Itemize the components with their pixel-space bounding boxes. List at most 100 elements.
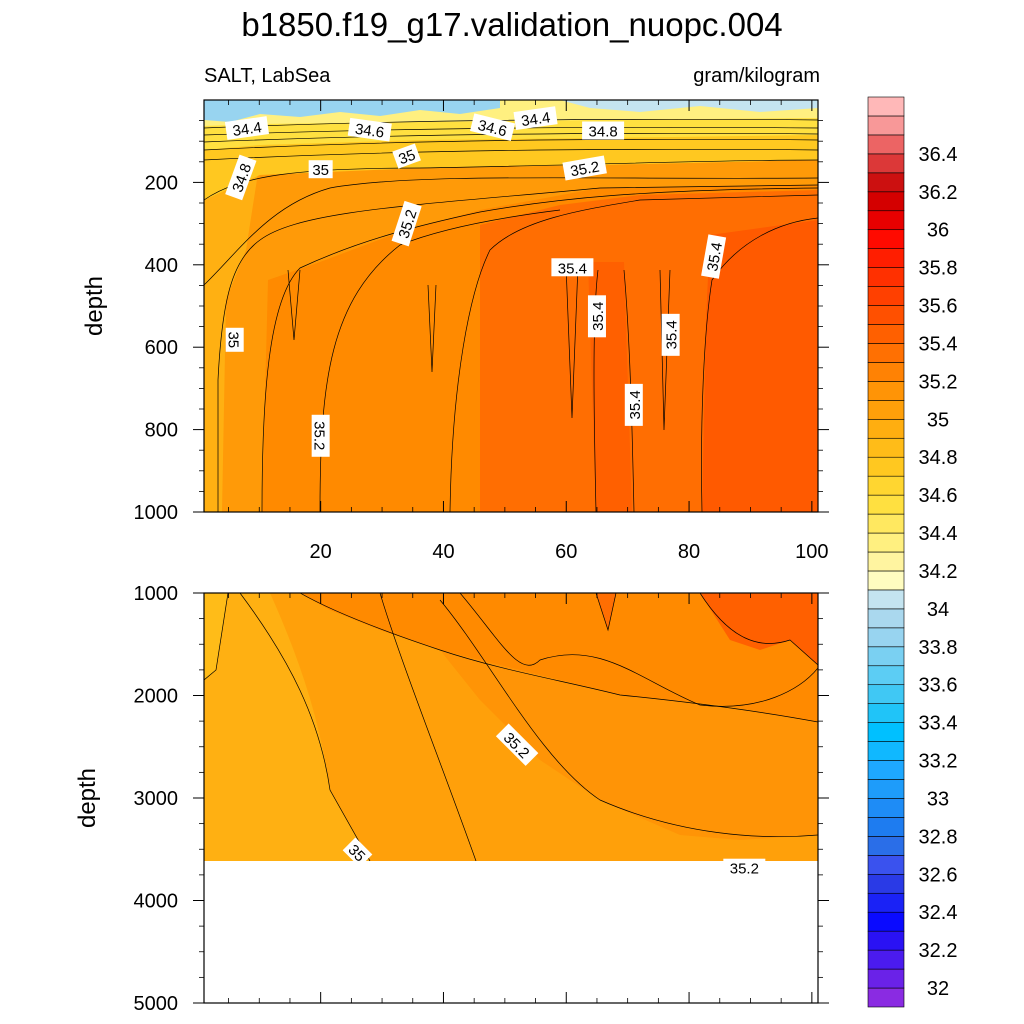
y-tick-label: 1000 <box>134 502 179 524</box>
colorbar-box <box>867 134 905 155</box>
colorbar-label: 32 <box>927 978 949 1000</box>
y-tick-label: 400 <box>145 255 178 277</box>
contour-label-text: 35.4 <box>664 320 681 349</box>
contour-label-text: 35.4 <box>627 390 644 419</box>
colorbar-label: 36.4 <box>919 144 958 166</box>
contour-label: 35.4 <box>624 383 644 426</box>
lower-contour-labels: 35.235.235 <box>342 723 766 878</box>
y-tick-label: 2000 <box>134 686 179 708</box>
upper-tick-marks: 200 400 600 800 1000 <box>134 100 829 524</box>
colorbar-label: 35 <box>927 409 949 431</box>
contour-label: 35 <box>392 143 421 169</box>
lower-y-axis-title: depth <box>74 768 101 828</box>
contour-label: 34.6 <box>347 117 392 142</box>
colorbar-box <box>867 627 905 648</box>
contour-label-text: 35.2 <box>730 861 759 878</box>
colorbar-label: 33.8 <box>919 637 958 659</box>
contour-label-text: 34.8 <box>588 123 617 140</box>
colorbar-box <box>867 248 905 268</box>
y-tick-label: 4000 <box>134 891 179 913</box>
contour-label-text: 35 <box>396 147 417 169</box>
chart-title: b1850.f19_g17.validation_nuopc.004 <box>241 6 782 43</box>
contour-label-text: 35.2 <box>569 159 601 181</box>
colorbar-box <box>867 362 905 382</box>
contour-label-text: 34.6 <box>354 121 385 142</box>
colorbar-label: 32.2 <box>919 940 958 962</box>
colorbar-box <box>867 855 905 875</box>
colorbar-box <box>867 817 905 837</box>
contour-label: 35.2 <box>723 858 766 878</box>
colorbar-box <box>867 210 905 231</box>
colorbar-box <box>867 456 905 477</box>
x-tick-label: 80 <box>678 541 700 563</box>
colorbar-box <box>867 286 905 306</box>
lower-contour-lines <box>204 593 818 861</box>
contour-label: 35.4 <box>661 313 681 356</box>
colorbar-box <box>867 551 905 572</box>
contour-label: 35.4 <box>701 234 727 279</box>
contour-label-text: 35 <box>225 331 242 348</box>
colorbar-box <box>867 911 905 932</box>
upper-contour-labels: 34.4 34.6 34.6 34.434.834.8 353535.235.235.4… <box>225 106 727 457</box>
colorbar-box <box>867 513 905 534</box>
colorbar-box <box>867 191 905 212</box>
colorbar-box <box>867 570 905 591</box>
colorbar-label: 35.2 <box>919 371 958 393</box>
colorbar-box <box>867 494 905 515</box>
contour-label-text: 34.4 <box>520 109 551 130</box>
colorbar-box <box>867 267 905 287</box>
colorbar-box <box>867 608 905 629</box>
contour-label: 34.8 <box>582 121 625 140</box>
colorbar-box <box>867 703 905 723</box>
contour-label-text: 35.4 <box>558 260 587 277</box>
contour-label-text: 34.4 <box>232 119 263 140</box>
colorbar-label: 32.4 <box>919 902 958 924</box>
colorbar-box <box>867 930 905 951</box>
y-tick-label: 5000 <box>134 993 179 1015</box>
saltier-lower-band <box>440 650 818 840</box>
colorbar-box <box>867 229 905 249</box>
colorbar-label: 35.4 <box>919 333 958 355</box>
units-label: gram/kilogram <box>693 65 820 87</box>
colorbar-box <box>867 153 905 174</box>
y-tick-label: 200 <box>145 172 178 194</box>
contour-label: 34.4 <box>513 106 558 130</box>
contour-label-text: 35.2 <box>311 421 328 450</box>
core-spot <box>596 593 616 630</box>
y-tick-label: 3000 <box>134 788 179 810</box>
colorbar-box <box>867 892 905 913</box>
colorbar-box <box>867 418 905 439</box>
colorbar-label: 33.4 <box>919 713 958 735</box>
colorbar-box <box>867 115 905 136</box>
coastal-wedge <box>204 593 228 680</box>
colorbar-box <box>867 779 905 799</box>
colorbar-box <box>867 172 905 193</box>
contour-label: 34.6 <box>470 113 516 142</box>
colorbar-label: 34.4 <box>919 523 958 545</box>
x-tick-labels: 20 40 60 80 100 <box>310 541 829 563</box>
colorbar-box <box>867 381 905 401</box>
contour-label-text: 35.4 <box>704 241 726 273</box>
deep-core-east <box>700 593 818 665</box>
contour-label: 35.4 <box>551 258 594 277</box>
surface-fresh-water <box>204 100 500 122</box>
colorbar-label: 33.6 <box>919 675 958 697</box>
colorbar-box <box>867 646 905 667</box>
contour-label: 35 <box>342 837 373 868</box>
fresher-west-wedge <box>204 593 370 861</box>
colorbar-box <box>867 665 905 686</box>
contour-label: 35.2 <box>311 414 330 457</box>
colorbar-box <box>867 722 905 742</box>
saltier-upper-band <box>300 593 818 722</box>
contour-label: 35.4 <box>587 295 607 338</box>
colorbar-box <box>867 305 905 325</box>
colorbar-box <box>867 873 905 894</box>
contour-label: 35 <box>225 327 244 352</box>
colorbar-box <box>867 400 905 420</box>
colorbar-box <box>867 343 905 363</box>
colorbar-box <box>867 836 905 856</box>
upper-y-axis-title: depth <box>81 276 108 336</box>
colorbar-label: 35.8 <box>919 258 958 280</box>
